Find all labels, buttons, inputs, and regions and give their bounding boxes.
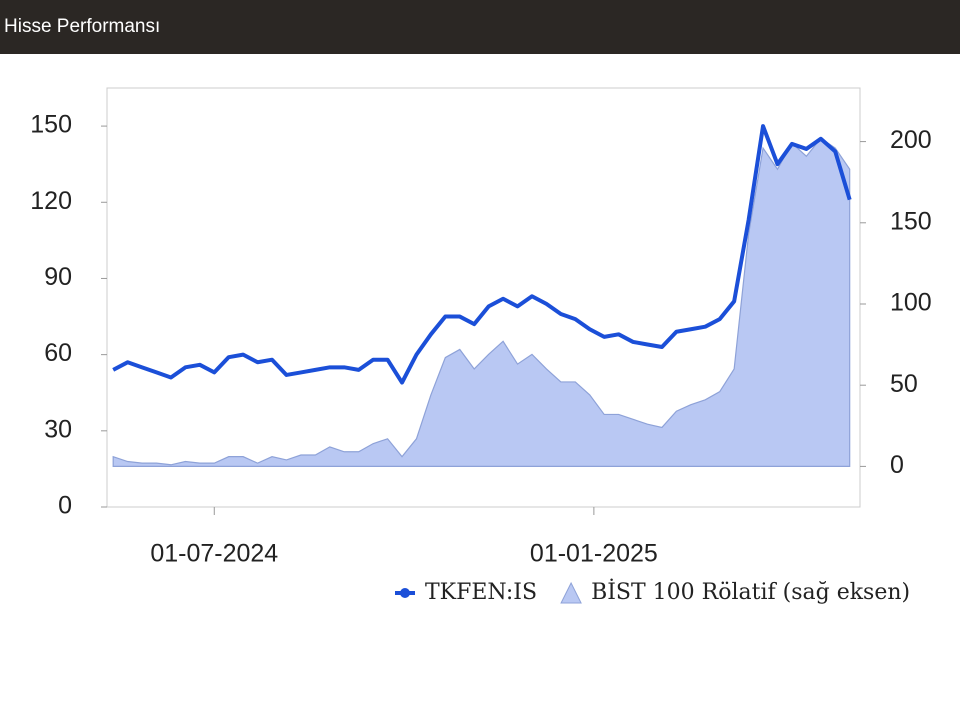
y-tick-label: 120 xyxy=(30,187,72,215)
x-tick-label: 01-01-2025 xyxy=(530,540,658,568)
y2-tick-label: 100 xyxy=(890,289,932,317)
legend-label: BİST 100 Rölatif (sağ eksen) xyxy=(591,578,910,605)
line xyxy=(112,124,852,385)
y2-tick-label: 150 xyxy=(890,207,932,235)
y-tick-label: 150 xyxy=(30,111,72,139)
area xyxy=(112,137,851,467)
legend-label: TKFEN:IS xyxy=(425,580,537,605)
header-title: Hisse Performansı xyxy=(0,0,960,54)
plot-frame xyxy=(106,87,861,508)
chart: 0 30 60 90 120 150 0 50 100 150 200 01-07-2024 01-01… xyxy=(30,87,932,605)
y2-tick-label: 200 xyxy=(890,126,932,154)
y2-tick-label: 0 xyxy=(890,451,904,479)
y-tick-label: 90 xyxy=(44,263,72,291)
y2-tick-label: 50 xyxy=(890,370,918,398)
x-tick-label: 01-07-2024 xyxy=(150,540,278,568)
legend-marker xyxy=(400,588,410,598)
y-tick-label: 0 xyxy=(58,492,72,520)
y-tick-label: 60 xyxy=(44,339,72,367)
legend-area xyxy=(560,581,582,604)
y-tick-label: 30 xyxy=(44,415,72,443)
